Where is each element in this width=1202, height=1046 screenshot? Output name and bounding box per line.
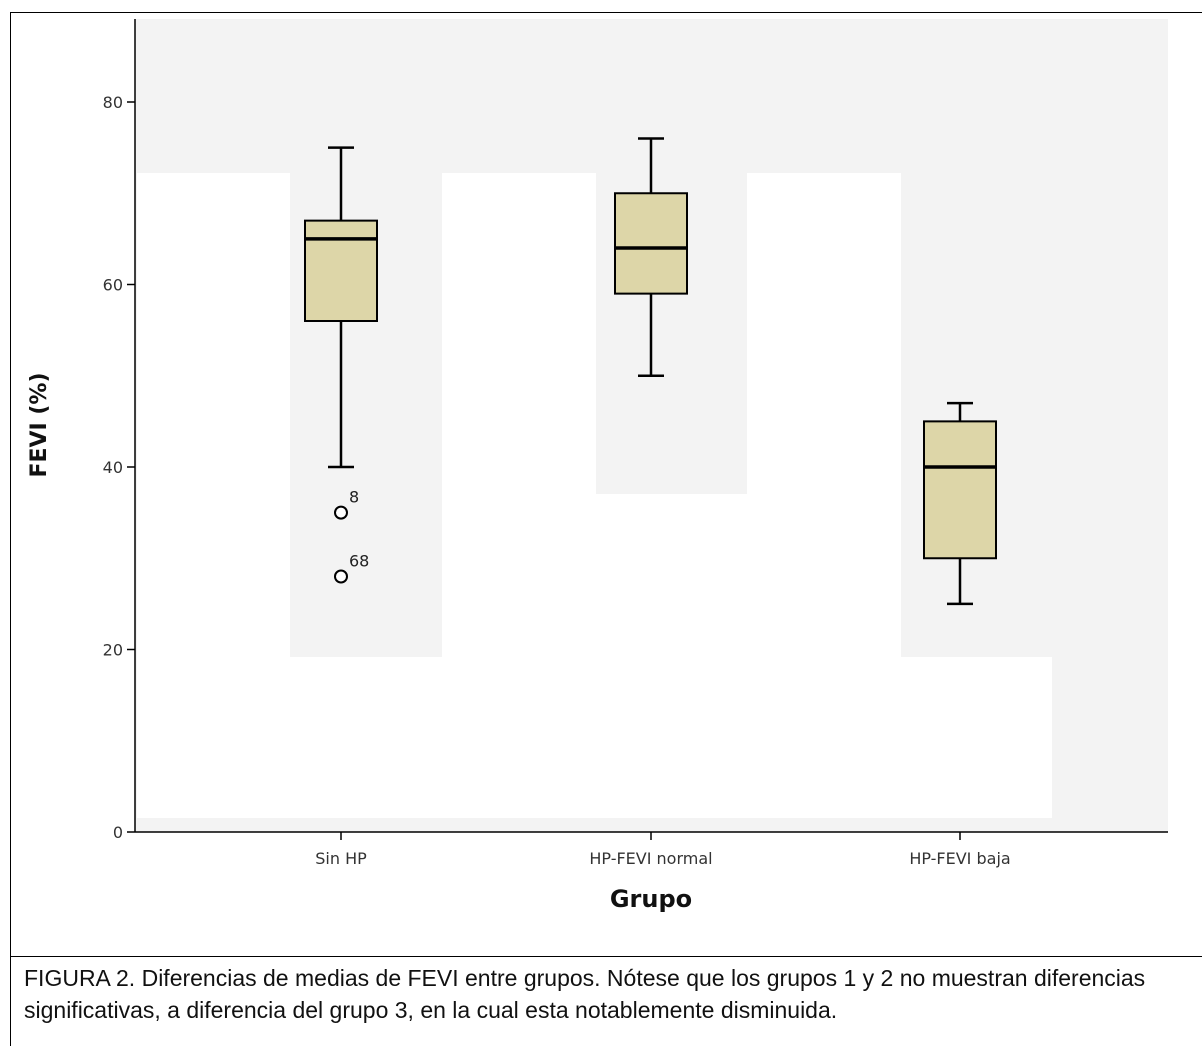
box-group — [923, 401, 997, 606]
x-axis-label: Grupo — [610, 885, 692, 913]
box-series: 8 68 — [304, 137, 997, 606]
iqr-box — [923, 420, 997, 560]
box-group: 8 68 — [304, 146, 378, 584]
white-patch — [596, 494, 747, 818]
figure-frame — [10, 12, 1202, 1046]
figure-caption: FIGURA 2. Diferencias de medias de FEVI … — [24, 965, 1146, 1023]
white-patch — [290, 657, 442, 818]
x-tick-label: HP-FEVI baja — [909, 849, 1010, 868]
outlier-label: 8 — [349, 488, 359, 507]
white-patch — [442, 173, 596, 818]
y-tick-label: 80 — [103, 93, 123, 112]
caption-divider — [10, 956, 1202, 957]
y-tick-label: 0 — [113, 823, 123, 842]
y-axis-label: FEVI (%) — [27, 372, 52, 477]
y-tick-label: 60 — [103, 276, 123, 295]
box-group — [614, 137, 688, 377]
outlier-point — [334, 569, 348, 584]
x-axis-ticks: Sin HP HP-FEVI normal HP-FEVI baja — [315, 832, 1011, 868]
y-tick-label: 20 — [103, 641, 123, 660]
x-tick-label: HP-FEVI normal — [589, 849, 712, 868]
outlier-label: 68 — [349, 552, 369, 571]
outlier-point — [334, 505, 348, 520]
white-patch — [137, 173, 290, 818]
iqr-box — [304, 219, 378, 322]
iqr-box — [614, 192, 688, 295]
white-patch — [747, 173, 901, 818]
y-tick-label: 40 — [103, 458, 123, 477]
y-axis-ticks: 0 20 40 60 80 — [103, 93, 135, 842]
white-patch — [901, 657, 1052, 818]
x-tick-label: Sin HP — [315, 849, 367, 868]
boxplot-chart: 0 20 40 60 80 Sin HP HP-FEVI normal HP-FEVI ba… — [27, 19, 1168, 913]
